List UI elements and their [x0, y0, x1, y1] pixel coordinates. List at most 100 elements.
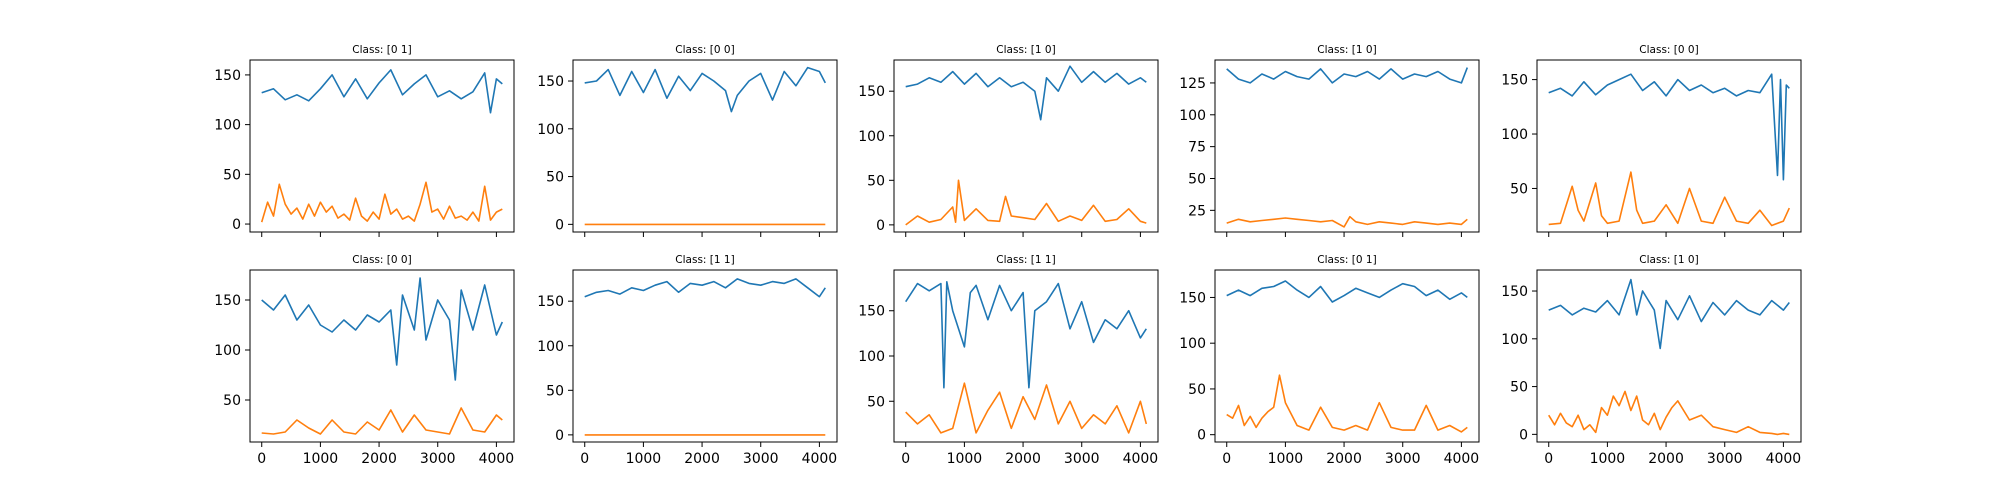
x-tick-label: 3000 — [420, 451, 456, 467]
y-tick-label: 100 — [214, 118, 241, 134]
subplot-3: Class: [1 0] 0 50 100 150 — [858, 44, 1159, 237]
x-tick-label: 4000 — [1444, 451, 1480, 467]
y-tick-label: 100 — [537, 339, 564, 355]
subplot-title: Class: [1 0] — [1317, 44, 1376, 56]
y-tick-label: 50 — [546, 170, 564, 186]
y-tick-label: 150 — [858, 304, 885, 320]
axes-frame — [893, 269, 1159, 443]
series-line-2 — [260, 181, 503, 223]
series-line-2 — [1548, 390, 1790, 436]
axes-frame — [1536, 59, 1802, 233]
subplot-title: Class: [0 1] — [1317, 254, 1376, 266]
x-tick-label: 3000 — [1707, 451, 1743, 467]
y-tick-label: 50 — [867, 173, 885, 189]
subplot-title: Class: [0 0] — [1639, 44, 1698, 56]
x-tick-label: 2000 — [361, 451, 397, 467]
x-tick-label: 4000 — [802, 451, 838, 467]
y-tick-label: 25 — [1188, 203, 1206, 219]
y-tick-label: 0 — [555, 428, 564, 444]
x-tick-label: 2000 — [1005, 451, 1041, 467]
axes-frame — [1536, 269, 1802, 443]
y-tick-label: 0 — [1519, 427, 1528, 443]
axes-frame — [249, 59, 515, 233]
y-tick-label: 0 — [1197, 428, 1206, 444]
x-tick-label: 4000 — [1123, 451, 1159, 467]
series-line-2 — [261, 407, 503, 435]
subplot-grid: Class: [0 1] 0 50 100 150 Class: [0 0] 0 50 100 1… — [214, 44, 1802, 467]
series-line-1 — [1226, 280, 1468, 303]
x-tick-label: 2000 — [1648, 451, 1684, 467]
y-tick-label: 125 — [1179, 76, 1206, 92]
subplot-8: Class: [1 1] 50 100 150 0 1000 2000 3000 4000 — [858, 254, 1159, 467]
series-line-1 — [584, 278, 826, 298]
y-tick-label: 50 — [1510, 380, 1528, 396]
subplot-1: Class: [0 1] 0 50 100 150 — [214, 44, 515, 237]
series-line-1 — [1226, 67, 1469, 84]
series-line-1 — [1548, 278, 1790, 350]
subplot-title: Class: [0 0] — [675, 44, 734, 56]
x-tick-label: 2000 — [1326, 451, 1362, 467]
y-tick-label: 100 — [537, 122, 564, 138]
y-tick-label: 150 — [537, 294, 564, 310]
x-tick-label: 0 — [257, 451, 266, 467]
y-tick-label: 100 — [214, 343, 241, 359]
y-tick-label: 50 — [1188, 171, 1206, 187]
x-tick-label: 1000 — [947, 451, 983, 467]
x-tick-label: 0 — [580, 451, 589, 467]
y-tick-label: 50 — [223, 393, 241, 409]
subplot-5: Class: [0 0] 50 100 150 — [1501, 44, 1802, 237]
y-tick-label: 100 — [1179, 108, 1206, 124]
y-tick-label: 50 — [1188, 382, 1206, 398]
axes-frame — [572, 59, 838, 233]
y-tick-label: 150 — [537, 74, 564, 90]
subplot-6: Class: [0 0] 50 100 150 0 1000 2000 3000 4000 — [214, 254, 515, 467]
x-tick-label: 4000 — [1766, 451, 1802, 467]
y-tick-label: 75 — [1188, 140, 1206, 156]
x-tick-label: 0 — [901, 451, 910, 467]
subplot-title: Class: [1 1] — [675, 254, 734, 266]
y-tick-label: 150 — [858, 84, 885, 100]
y-tick-label: 100 — [858, 129, 885, 145]
y-tick-label: 50 — [867, 394, 885, 410]
series-line-1 — [1548, 73, 1790, 181]
y-tick-label: 100 — [1501, 332, 1528, 348]
subplot-9: Class: [0 1] 0 50 100 150 0 1000 2000 3000 4000 — [1179, 254, 1480, 467]
y-tick-label: 100 — [858, 349, 885, 365]
series-line-2 — [905, 382, 1148, 434]
axes-frame — [893, 59, 1159, 233]
axes-frame — [1214, 269, 1480, 443]
axes-frame — [572, 269, 838, 443]
y-tick-label: 50 — [1510, 181, 1528, 197]
y-tick-label: 150 — [1501, 284, 1528, 300]
axes-frame — [249, 269, 515, 443]
y-tick-label: 0 — [232, 217, 241, 233]
y-tick-label: 150 — [1501, 73, 1528, 89]
x-tick-label: 1000 — [303, 451, 339, 467]
subplot-title: Class: [0 0] — [352, 254, 411, 266]
series-line-1 — [905, 65, 1147, 121]
x-tick-label: 0 — [1544, 451, 1553, 467]
y-tick-label: 0 — [876, 218, 885, 234]
series-line-1 — [261, 277, 504, 381]
subplot-2: Class: [0 0] 0 50 100 150 — [537, 44, 838, 237]
subplot-title: Class: [0 1] — [352, 44, 411, 56]
subplot-title: Class: [1 0] — [996, 44, 1055, 56]
series-line-2 — [1548, 171, 1791, 227]
x-tick-label: 3000 — [743, 451, 779, 467]
y-tick-label: 150 — [214, 68, 241, 84]
x-tick-label: 2000 — [684, 451, 720, 467]
series-line-1 — [261, 69, 503, 114]
x-tick-label: 4000 — [479, 451, 515, 467]
y-tick-label: 50 — [223, 167, 241, 183]
series-line-2 — [1226, 215, 1468, 228]
y-tick-label: 100 — [1501, 127, 1528, 143]
subplot-4: Class: [1 0] 25 50 75 100 125 — [1179, 44, 1480, 237]
y-tick-label: 150 — [214, 293, 241, 309]
series-line-2 — [1226, 374, 1468, 433]
subplot-7: Class: [1 1] 0 50 100 150 0 1000 2000 3000 4000 — [537, 254, 838, 467]
series-line-1 — [905, 280, 1147, 389]
x-tick-label: 1000 — [626, 451, 662, 467]
axes-frame — [1214, 59, 1480, 233]
subplot-10: Class: [1 0] 0 50 100 150 0 1000 2000 3000 4000 — [1501, 254, 1802, 467]
